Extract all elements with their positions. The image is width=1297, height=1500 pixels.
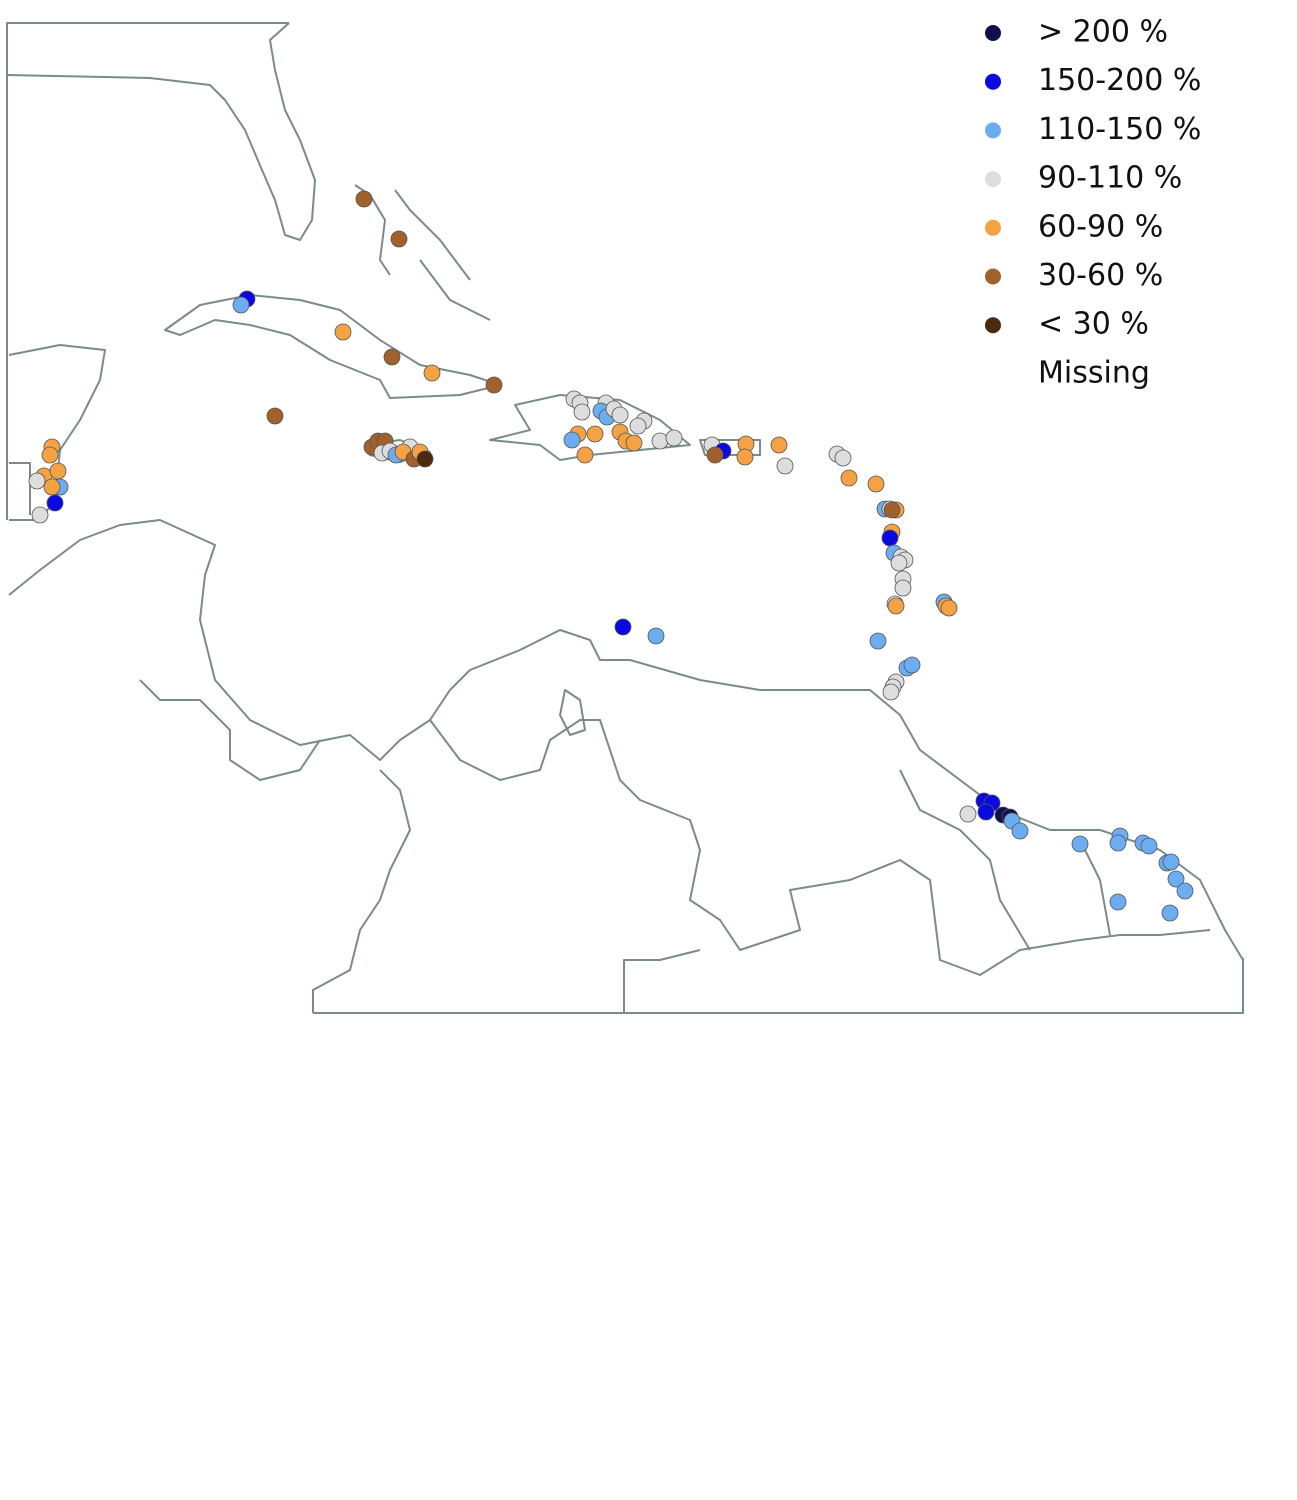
legend-marker (985, 25, 1001, 41)
florida (6, 22, 316, 241)
station-point (1176, 882, 1194, 900)
bahamas (354, 184, 491, 321)
station-point (43, 478, 61, 496)
station-point (266, 407, 284, 425)
station-point (736, 448, 754, 466)
station-point (665, 429, 683, 447)
stations (28, 190, 1194, 922)
station-point (940, 599, 958, 617)
station-point (625, 434, 643, 452)
station-point (49, 462, 67, 480)
station-point (890, 554, 908, 572)
mainland (8, 519, 1244, 961)
station-point (28, 472, 46, 490)
legend-marker (985, 268, 1001, 285)
station-point (881, 529, 899, 547)
lake-maracaibo (559, 689, 586, 736)
station-point (867, 475, 885, 493)
legend-marker (985, 317, 1001, 334)
station-point (573, 403, 591, 421)
station-point (485, 376, 503, 394)
legend-label: 60-90 % (1038, 209, 1163, 244)
station-point (647, 627, 665, 645)
legend-marker (985, 219, 1001, 236)
station-point (651, 432, 669, 450)
station-point (383, 348, 401, 366)
station-point (894, 579, 912, 597)
station-point (232, 296, 250, 314)
station-point (46, 494, 64, 512)
station-point (1167, 870, 1185, 888)
station-point (1071, 835, 1089, 853)
station-point (1109, 834, 1127, 852)
station-point (416, 450, 434, 468)
station-point (390, 230, 408, 248)
station-point (869, 632, 887, 650)
station-point (614, 618, 632, 636)
station-point (977, 803, 995, 821)
station-point (887, 597, 905, 615)
station-point (1140, 837, 1158, 855)
station-point (576, 446, 594, 464)
legend-marker (985, 171, 1001, 188)
station-point (31, 506, 49, 524)
station-point (959, 805, 977, 823)
legend-label: > 200 % (1038, 15, 1168, 50)
legend: > 200 % 150-200 % 110-150 % 90-110 % 60-90 %… (985, 15, 1201, 390)
station-point (1109, 893, 1127, 911)
station-point (770, 436, 788, 454)
station-point (840, 469, 858, 487)
station-point (882, 683, 900, 701)
legend-label: 30-60 % (1038, 258, 1163, 293)
station-point (41, 446, 59, 464)
station-point (834, 449, 852, 467)
legend-label: 90-110 % (1038, 161, 1182, 196)
legend-label: 150-200 % (1038, 63, 1201, 98)
station-point (1011, 822, 1029, 840)
station-point (1162, 853, 1180, 871)
cuba (164, 294, 501, 399)
station-point (355, 190, 373, 208)
station-point (586, 425, 604, 443)
station-point (563, 431, 581, 449)
station-point (629, 417, 647, 435)
legend-label: < 30 % (1038, 307, 1149, 342)
legend-label: Missing (1038, 355, 1150, 390)
pacific-coast (139, 679, 321, 781)
legend-marker (985, 122, 1001, 139)
station-point (903, 656, 921, 674)
station-point (423, 364, 441, 382)
station-point (334, 323, 352, 341)
legend-marker (985, 73, 1001, 90)
station-point (883, 501, 901, 519)
station-point (1161, 904, 1179, 922)
station-point (776, 457, 794, 475)
legend-label: 110-150 % (1038, 112, 1201, 147)
borders (312, 719, 1211, 1013)
station-point (611, 406, 629, 424)
station-point (706, 446, 724, 464)
